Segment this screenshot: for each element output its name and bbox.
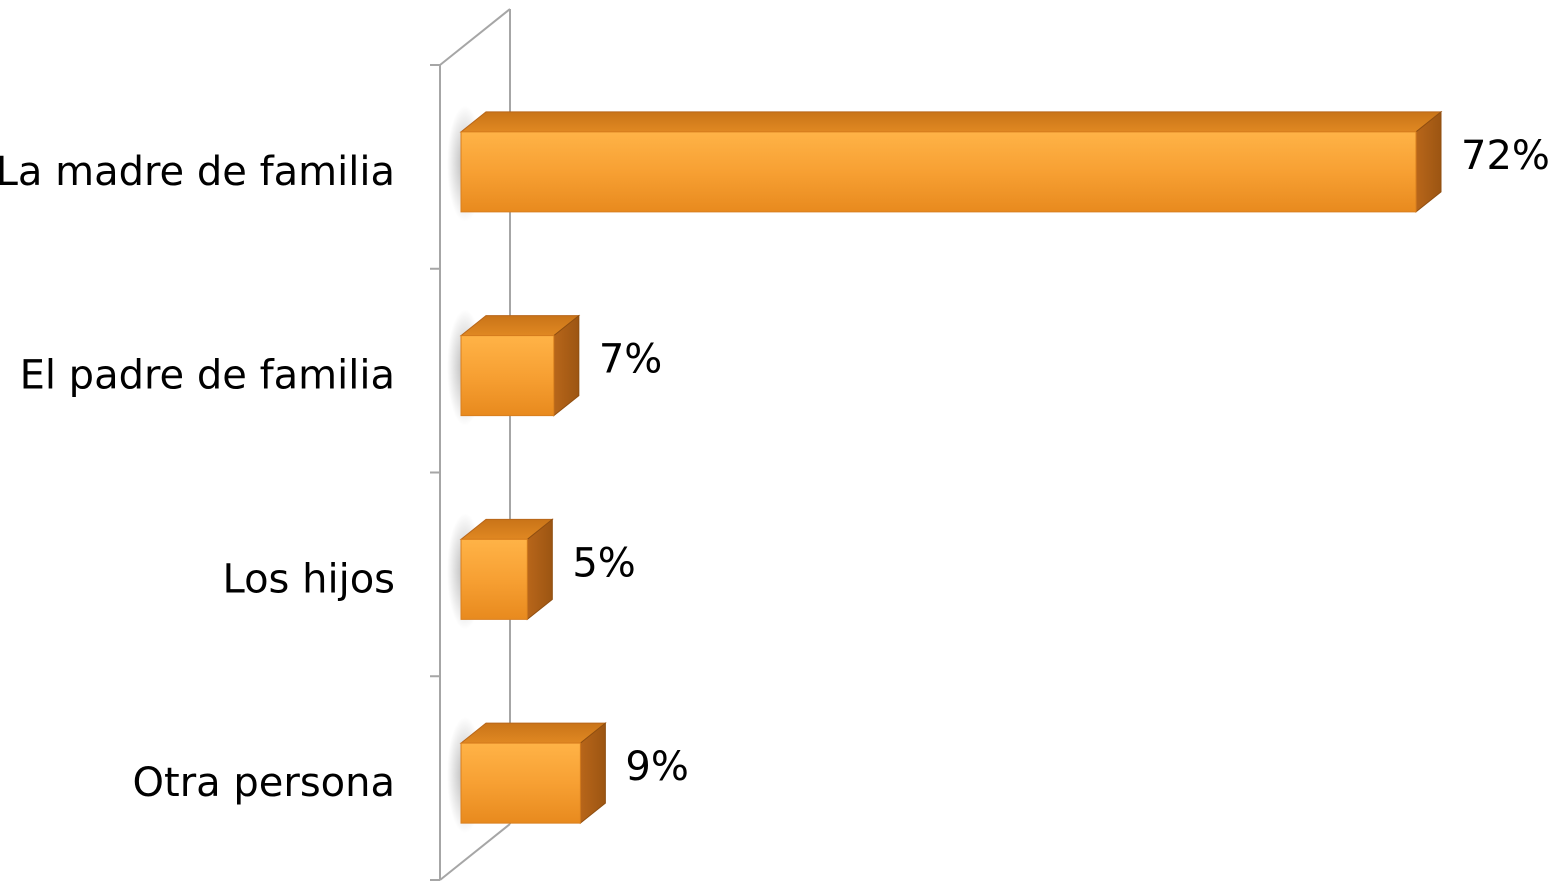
category-label: La madre de familia bbox=[0, 149, 395, 195]
bar-front-face bbox=[460, 538, 528, 620]
bar-1 bbox=[447, 105, 1443, 222]
bar-2 bbox=[447, 309, 581, 426]
value-label: 9% bbox=[625, 744, 688, 790]
bar-top-face bbox=[459, 111, 1443, 133]
category-label: Otra persona bbox=[133, 760, 395, 806]
axis-wall-bottom-edge bbox=[439, 823, 511, 881]
value-label: 7% bbox=[599, 337, 662, 383]
bar-front-face bbox=[460, 131, 1417, 213]
bar-front-face bbox=[460, 742, 581, 824]
value-label: 5% bbox=[572, 540, 635, 586]
bars-layer bbox=[447, 105, 1443, 834]
labels-layer: La madre de familia 72% El padre de famili… bbox=[0, 133, 1550, 806]
bar-3 bbox=[447, 513, 554, 630]
bar-front-face bbox=[460, 335, 555, 417]
category-label: Los hijos bbox=[223, 556, 396, 602]
bar-4 bbox=[447, 717, 607, 834]
value-label: 72% bbox=[1461, 133, 1550, 179]
category-label: El padre de familia bbox=[20, 353, 395, 399]
axis-wall-top-edge bbox=[439, 8, 511, 66]
